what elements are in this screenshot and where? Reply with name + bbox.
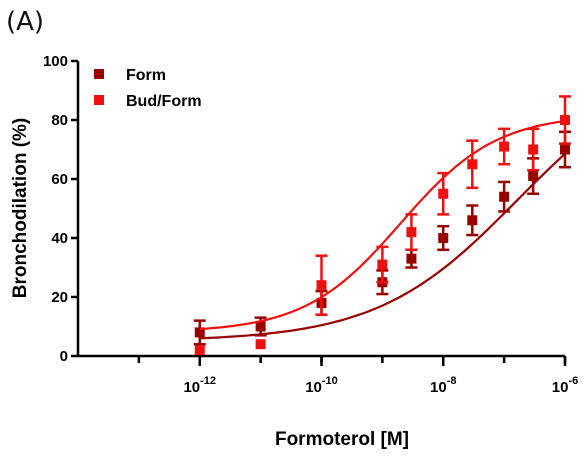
- y-tick-label: 40: [51, 230, 68, 247]
- legend-marker: [94, 69, 104, 79]
- legend-label: Form: [126, 67, 166, 84]
- y-axis-title: Bronchodilation (%): [10, 118, 31, 298]
- data-point: [438, 233, 449, 243]
- legend-label: Bud/Form: [126, 93, 202, 110]
- data-point: [406, 227, 417, 238]
- series-layer: [193, 95, 571, 356]
- data-point: [255, 339, 266, 350]
- data-point: [377, 259, 388, 270]
- data-point: [316, 280, 327, 291]
- data-point: [194, 345, 205, 356]
- x-axis-title: Formoterol [M]: [275, 429, 409, 450]
- data-point: [528, 144, 539, 155]
- data-point: [255, 321, 266, 332]
- x-tick-label: 10-10: [305, 375, 338, 396]
- x-ticks: 10-12 10-10 10-8 10-6: [137, 356, 578, 396]
- x-tick-label: 10-12: [183, 375, 216, 396]
- data-point: [194, 327, 205, 338]
- data-point: [406, 253, 417, 264]
- legend-marker: [94, 95, 104, 105]
- series-1: [193, 130, 571, 346]
- data-point: [438, 188, 449, 199]
- x-tick-label: 10-6: [552, 375, 578, 396]
- data-point: [560, 115, 570, 125]
- y-tick-label: 60: [51, 171, 68, 188]
- y-tick-label: 20: [51, 289, 68, 306]
- fit-curve: [199, 119, 566, 331]
- panel-label: (A): [6, 7, 44, 37]
- data-point: [467, 159, 478, 170]
- x-tick-label: 10-8: [430, 375, 456, 396]
- series-2: [194, 95, 571, 356]
- y-tick-label: 80: [51, 112, 68, 129]
- y-tick-label: 0: [60, 348, 68, 365]
- y-ticks: 0 20 40 60 80 100: [43, 53, 78, 365]
- y-tick-label: 100: [43, 53, 68, 70]
- data-point: [499, 141, 510, 152]
- data-point: [467, 215, 478, 226]
- data-point: [560, 144, 570, 155]
- data-point: [528, 171, 539, 182]
- data-point: [499, 191, 510, 202]
- legend: Form Bud/Form: [94, 67, 202, 110]
